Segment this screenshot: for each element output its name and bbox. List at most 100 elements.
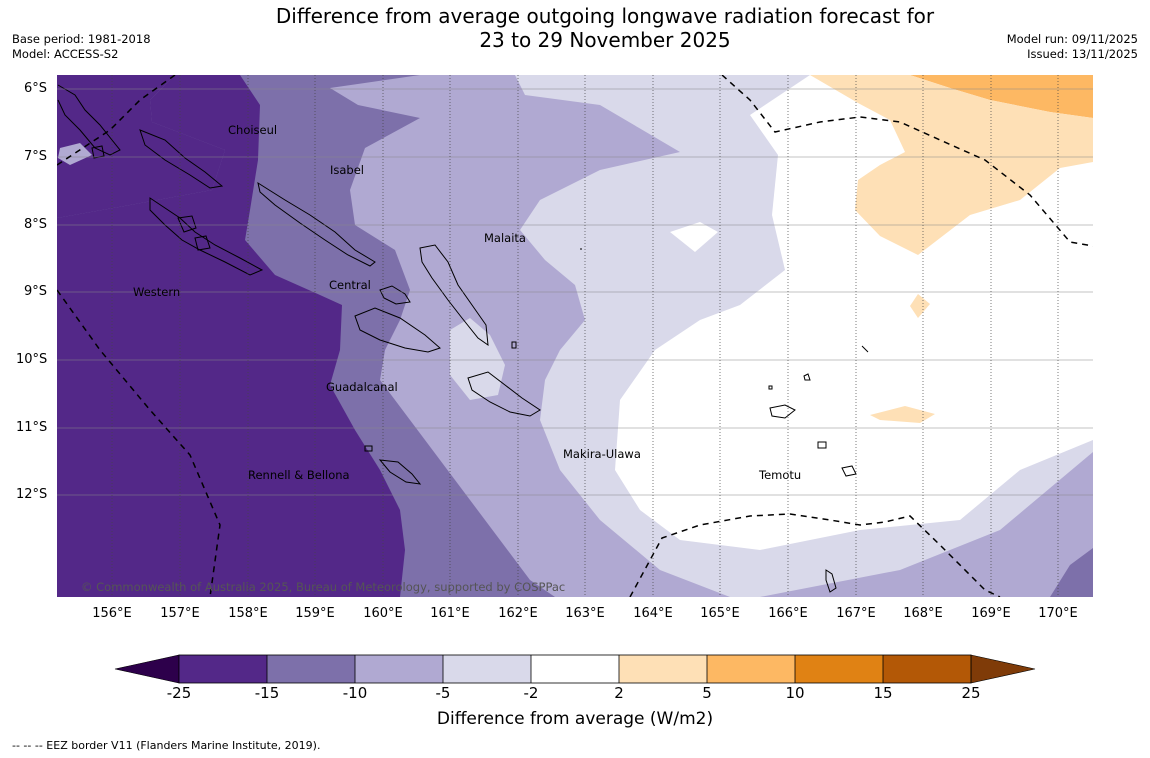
island-small3 (511, 341, 517, 349)
colorbar-tick: -10 (342, 684, 368, 702)
colorbar-tick: 5 (702, 684, 712, 702)
gridlines (57, 88, 1093, 496)
island-isabel (257, 181, 376, 267)
eez-south (629, 513, 1001, 597)
island-small2 (861, 345, 869, 353)
lon-label-169: 169°E (971, 606, 1011, 621)
colorbar-segment-5 (531, 655, 619, 683)
band-neutral-hole (670, 222, 718, 252)
island-shortland (91, 145, 105, 159)
region-isabel: Isabel (330, 163, 365, 177)
colorbar-segment-7 (707, 655, 795, 683)
island-bougainville (57, 84, 121, 156)
colorbar-tick: 25 (961, 684, 981, 702)
model-run: Model run: 09/11/2025 (1006, 32, 1138, 46)
lon-label-170: 170°E (1038, 606, 1078, 621)
colorbar (114, 654, 1036, 684)
band-plus2-small1 (910, 294, 930, 318)
lon-gridlines (111, 75, 1059, 597)
region-western: Western (133, 285, 181, 299)
eez-northeast (721, 75, 1093, 247)
band-minus25 (57, 75, 225, 218)
lon-label-161: 161°E (430, 606, 470, 621)
lon-label-157: 157°E (160, 606, 200, 621)
base-period: Base period: 1981-2018 (12, 32, 151, 46)
colorbar-over-triangle (970, 654, 1036, 684)
colorbar-tick: -5 (435, 684, 451, 702)
lon-label-163: 163°E (565, 606, 605, 621)
colorbar-tick: -15 (254, 684, 280, 702)
colorbar-tick: -25 (166, 684, 192, 702)
band-minus25-b (57, 75, 405, 597)
region-central: Central (329, 278, 371, 292)
lon-label-160: 160°E (363, 606, 403, 621)
lon-label-167: 167°E (836, 606, 876, 621)
region-choiseul: Choiseul (228, 123, 278, 137)
lon-label-164: 164°E (633, 606, 673, 621)
island-vella (177, 215, 197, 233)
lon-label-156: 156°E (92, 606, 132, 621)
island-tinakula (768, 385, 773, 390)
colorbar-segment-3 (355, 655, 443, 683)
eez-legend-note: -- -- -- EEZ border V11 (Flanders Marine… (12, 739, 321, 752)
island-malaita (419, 244, 489, 347)
island-anuta (825, 569, 837, 593)
region-guadalcanal: Guadalcanal (326, 380, 398, 394)
lon-label-168: 168°E (903, 606, 943, 621)
band-plus2-small2 (870, 406, 935, 423)
colorbar-segment-1 (179, 655, 267, 683)
colorbar-segment-4 (443, 655, 531, 683)
lon-label-162: 162°E (498, 606, 538, 621)
lat-label-11: 11°S (16, 420, 48, 435)
colorbar-tick: 2 (614, 684, 624, 702)
colorbar-segment-9 (883, 655, 971, 683)
colorbar-outline (178, 654, 972, 684)
band-minus15-br (1050, 548, 1093, 597)
lon-label-166: 166°E (768, 606, 808, 621)
band-minus10-br (760, 452, 1093, 597)
lat-label-10: 10°S (16, 352, 48, 367)
lon-label-159: 159°E (295, 606, 335, 621)
region-malaita: Malaita (484, 231, 526, 245)
map-fill-layer (57, 75, 1093, 597)
lon-label-165: 165°E (700, 606, 740, 621)
map-title-line2: 23 to 29 November 2025 (479, 28, 731, 52)
band-plus5 (910, 75, 1093, 118)
island-bellona (364, 445, 373, 452)
region-temotu: Temotu (759, 468, 802, 482)
island-santa-cruz (769, 404, 796, 419)
model-name: Model: ACCESS-S2 (12, 47, 119, 61)
eez-west (57, 289, 221, 597)
island-reef (803, 373, 811, 381)
band-minus5-island (450, 318, 505, 400)
lat-label-7: 7°S (24, 149, 48, 164)
island-ranongga (194, 235, 211, 251)
colorbar-tick: -2 (523, 684, 539, 702)
island-vanikoro (817, 441, 827, 449)
lat-label-8: 8°S (24, 217, 48, 232)
colorbar-tick: 10 (785, 684, 805, 702)
copyright-notice: © Commonwealth of Australia 2025, Bureau… (81, 580, 566, 594)
colorbar-segment-6 (619, 655, 707, 683)
island-outlines (57, 84, 869, 593)
colorbar-under-triangle (114, 654, 180, 684)
colorbar-segment-2 (267, 655, 355, 683)
map-title-line1: Difference from average outgoing longwav… (275, 4, 935, 28)
colorbar-dividers (266, 655, 884, 683)
band-plus2 (810, 75, 1093, 255)
island-new-georgia (149, 197, 264, 276)
lon-label-158: 158°E (228, 606, 268, 621)
island-florida (379, 285, 411, 305)
colorbar-tick: 15 (873, 684, 893, 702)
island-choiseul (139, 129, 224, 189)
issued-date: Issued: 13/11/2025 (1027, 47, 1138, 61)
colorbar-segment-8 (795, 655, 883, 683)
lat-label-12: 12°S (16, 487, 48, 502)
colorbar-title: Difference from average (W/m2) (436, 709, 714, 729)
island-guadalcanal (354, 307, 441, 353)
region-makira-ulawa: Makira-Ulawa (563, 447, 641, 461)
lat-label-6: 6°S (24, 81, 48, 96)
island-makira (467, 371, 541, 417)
island-rennell (378, 459, 422, 485)
